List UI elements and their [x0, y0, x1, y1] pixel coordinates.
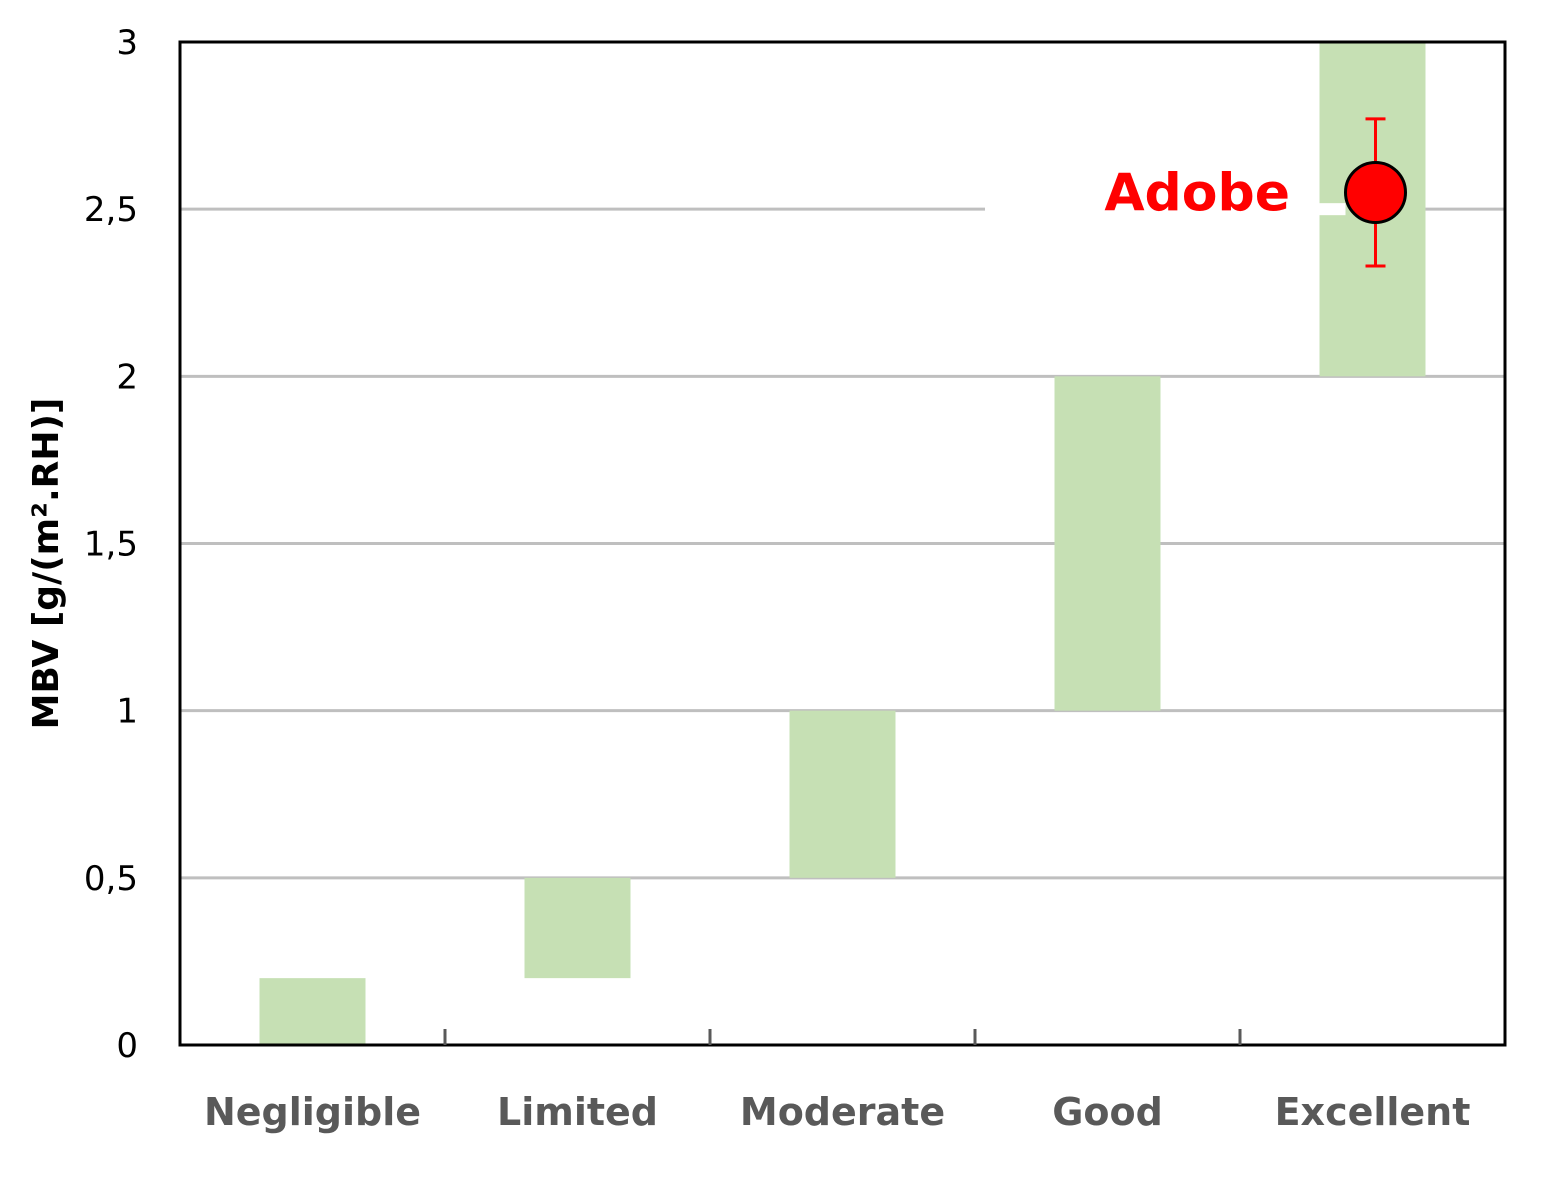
- category-label-good: Good: [1052, 1090, 1163, 1134]
- y-tick-label-2: 1: [116, 692, 138, 732]
- y-tick-label-3: 1,5: [84, 525, 138, 565]
- plot-frame: [178, 40, 1507, 1047]
- axes: [178, 40, 1507, 1047]
- y-tick-label-1: 0,5: [84, 859, 138, 899]
- category-label-negligible: Negligible: [204, 1090, 421, 1134]
- y-tick-label-5: 2,5: [84, 190, 138, 230]
- category-label-moderate: Moderate: [740, 1090, 945, 1134]
- adobe-point-group: Adobe: [1104, 117, 1407, 268]
- y-tick-label-4: 2: [116, 357, 138, 397]
- range-bar-moderate: [789, 710, 896, 878]
- y-axis-title: MBV [g/(m².RH)]: [26, 398, 67, 730]
- category-label-limited: Limited: [497, 1090, 658, 1134]
- range-bars: [259, 42, 1426, 1045]
- category-label-excellent: Excellent: [1275, 1090, 1471, 1134]
- y-tick-labels: 0 0,5 1 1,5 2 2,5 3: [84, 23, 138, 1066]
- point-label-background: [985, 203, 1346, 216]
- adobe-label: Adobe: [1104, 163, 1290, 223]
- range-bar-good: [1054, 376, 1161, 711]
- range-bar-limited: [524, 877, 631, 979]
- range-bar-negligible: [259, 978, 366, 1045]
- x-category-labels: Negligible Limited Moderate Good Excellent: [204, 1090, 1470, 1134]
- adobe-point: [1344, 160, 1407, 224]
- y-tick-label-6: 3: [116, 23, 138, 63]
- y-tick-label-0: 0: [116, 1026, 138, 1066]
